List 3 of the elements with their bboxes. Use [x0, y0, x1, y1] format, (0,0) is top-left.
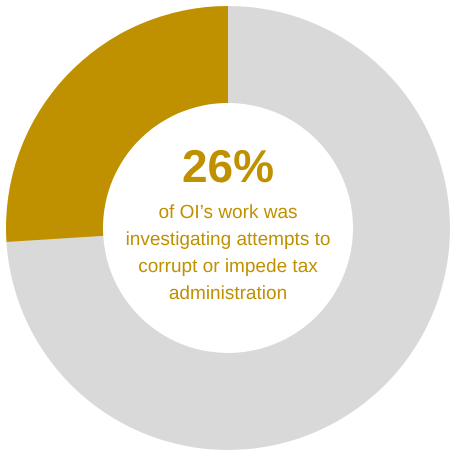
- data-label: 26%: [182, 140, 274, 192]
- text: of OI’s work was investigating attempts to corrupt or impede tax administration: [126, 202, 330, 304]
- donut-slice: [6, 6, 450, 450]
